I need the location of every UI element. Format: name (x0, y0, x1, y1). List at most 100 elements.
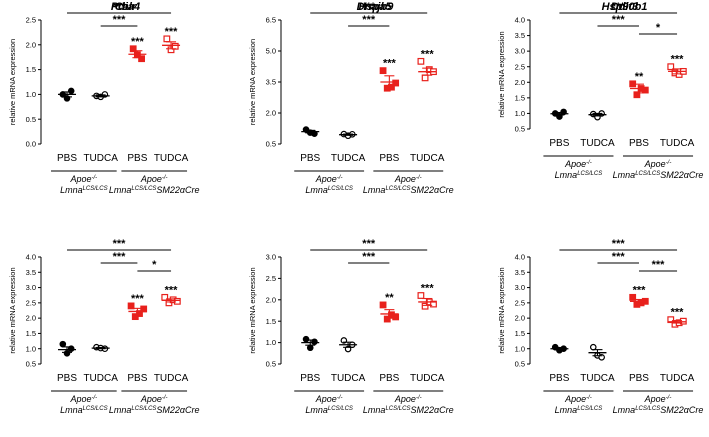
comparison-label: *** (113, 238, 127, 250)
x-category-label: TUDCA (580, 138, 615, 149)
comparison-label: *** (652, 259, 666, 271)
significance-label: *** (131, 36, 145, 48)
y-tick-label: 4.0 (26, 253, 36, 262)
x-category-label: PBS (629, 373, 649, 384)
data-point (392, 313, 400, 321)
y-tick-label: 0.5 (26, 115, 36, 124)
group-label-line1: Apoe-/- (69, 394, 97, 404)
group-label-line2: LmnaLCS/LCS (305, 405, 353, 415)
data-point (129, 45, 137, 53)
y-tick-label: 2.0 (26, 40, 36, 49)
significance-label: *** (131, 293, 145, 305)
data-point (667, 63, 675, 71)
significance-label: ** (635, 71, 644, 83)
comparison-label: *** (113, 251, 127, 263)
chart-panel-pdia4: Pdia4 0.5 1.0 1.5 2.0 2.5 3.0 3.5 4.0 relative mR… (8, 1, 200, 415)
group-label-line2: LmnaLCS/LCS (60, 185, 108, 195)
y-axis-label: relative mRNA expression (497, 31, 506, 117)
x-category-label: PBS (629, 138, 649, 149)
x-category-label: TUDCA (410, 153, 445, 164)
y-tick-label: 0.5 (515, 360, 525, 369)
chart-panel-hspa5: Hspa5 0.5 2.0 3.5 5.0 6.5 relative mRNA expres… (248, 1, 454, 195)
group-label-line1: Apoe-/- (644, 394, 672, 404)
chart-title: Pdia4 (111, 1, 140, 13)
y-tick-label: 0.5 (515, 125, 525, 134)
significance-label: *** (165, 284, 179, 296)
group-label-line1: Apoe-/- (140, 174, 168, 184)
x-category-label: PBS (379, 153, 399, 164)
y-axis-label: relative mRNA expression (497, 267, 506, 353)
data-point (629, 293, 637, 301)
comparison-label: *** (113, 14, 127, 26)
y-tick-label: 4.0 (515, 16, 525, 25)
y-axis-label: relative mRNA expression (8, 267, 17, 353)
y-tick-label: 3.5 (266, 78, 276, 87)
chart-panel-dnajb9: Dnajb9 0.5 1.0 1.5 2.0 2.5 3.0 relative mRNA ex… (248, 1, 454, 415)
group-label-line1: Apoe-/- (315, 394, 343, 404)
y-axis-label: relative mRNA expression (8, 39, 17, 125)
group-label-line1: Apoe-/- (564, 159, 592, 169)
x-category-label: TUDCA (331, 373, 366, 384)
group-label-line2: LmnaLCS/LCSSM22αCre (109, 405, 200, 415)
data-point (421, 302, 429, 310)
y-tick-label: 1.5 (26, 329, 36, 338)
y-tick-label: 1.0 (26, 90, 36, 99)
x-category-label: TUDCA (660, 138, 695, 149)
comparison-label: *** (612, 14, 626, 26)
x-category-label: PBS (300, 373, 320, 384)
data-point (417, 57, 425, 65)
significance-label: ** (385, 292, 394, 304)
comparison-label: *** (612, 251, 626, 263)
comparison-label: *** (362, 14, 376, 26)
y-tick-label: 2.0 (515, 78, 525, 87)
data-point (641, 86, 649, 94)
data-point (417, 292, 425, 299)
data-point (173, 297, 181, 305)
y-tick-label: 1.0 (515, 344, 525, 353)
group-label-line2: LmnaLCS/LCSSM22αCre (613, 170, 704, 180)
comparison-label: *** (362, 251, 376, 263)
y-tick-label: 0.0 (26, 140, 36, 149)
y-tick-label: 0.5 (266, 360, 276, 369)
data-point (388, 83, 395, 91)
data-point (306, 344, 314, 352)
y-tick-label: 2.0 (266, 109, 276, 118)
y-tick-label: 2.5 (515, 62, 525, 71)
y-tick-label: 0.5 (26, 360, 36, 369)
data-point (379, 67, 387, 75)
x-category-label: PBS (57, 153, 77, 164)
group-label-line2: LmnaLCS/LCS (555, 405, 603, 415)
significance-label: *** (421, 48, 435, 60)
data-point (67, 87, 75, 95)
y-tick-label: 1.5 (515, 329, 525, 338)
chart-title: Dnajb9 (357, 1, 395, 13)
chart-panel-calr: Calr 0.0 0.5 1.0 1.5 2.0 2.5 relative mRNA expr… (8, 1, 200, 195)
data-point (392, 79, 400, 87)
y-tick-label: 2.5 (515, 298, 525, 307)
y-tick-label: 3.0 (26, 283, 36, 292)
x-category-label: TUDCA (331, 153, 366, 164)
x-category-label: PBS (127, 373, 147, 384)
group-label-line2: LmnaLCS/LCS (60, 405, 108, 415)
group-label-line1: Apoe-/- (394, 174, 422, 184)
y-tick-label: 1.5 (266, 317, 276, 326)
chart-title: Calr (115, 1, 137, 13)
group-label-line1: Apoe-/- (394, 394, 422, 404)
group-label-line2: LmnaLCS/LCS (555, 170, 603, 180)
significance-label: *** (671, 54, 685, 66)
x-category-label: PBS (549, 373, 569, 384)
y-tick-label: 2.5 (26, 298, 36, 307)
group-label-line2: LmnaLCS/LCSSM22αCre (613, 405, 704, 415)
x-category-label: PBS (549, 138, 569, 149)
y-tick-label: 5.0 (266, 47, 276, 56)
y-axis-label: relative mRNA expression (248, 267, 257, 353)
comparison-label: *** (362, 1, 376, 13)
y-tick-label: 3.5 (515, 31, 525, 40)
x-category-label: PBS (379, 373, 399, 384)
data-point (127, 302, 135, 310)
x-category-label: TUDCA (580, 373, 615, 384)
data-point (633, 91, 641, 99)
chart-title: Hspa5 (358, 1, 392, 13)
chart-title: Ddit3 (611, 1, 639, 13)
